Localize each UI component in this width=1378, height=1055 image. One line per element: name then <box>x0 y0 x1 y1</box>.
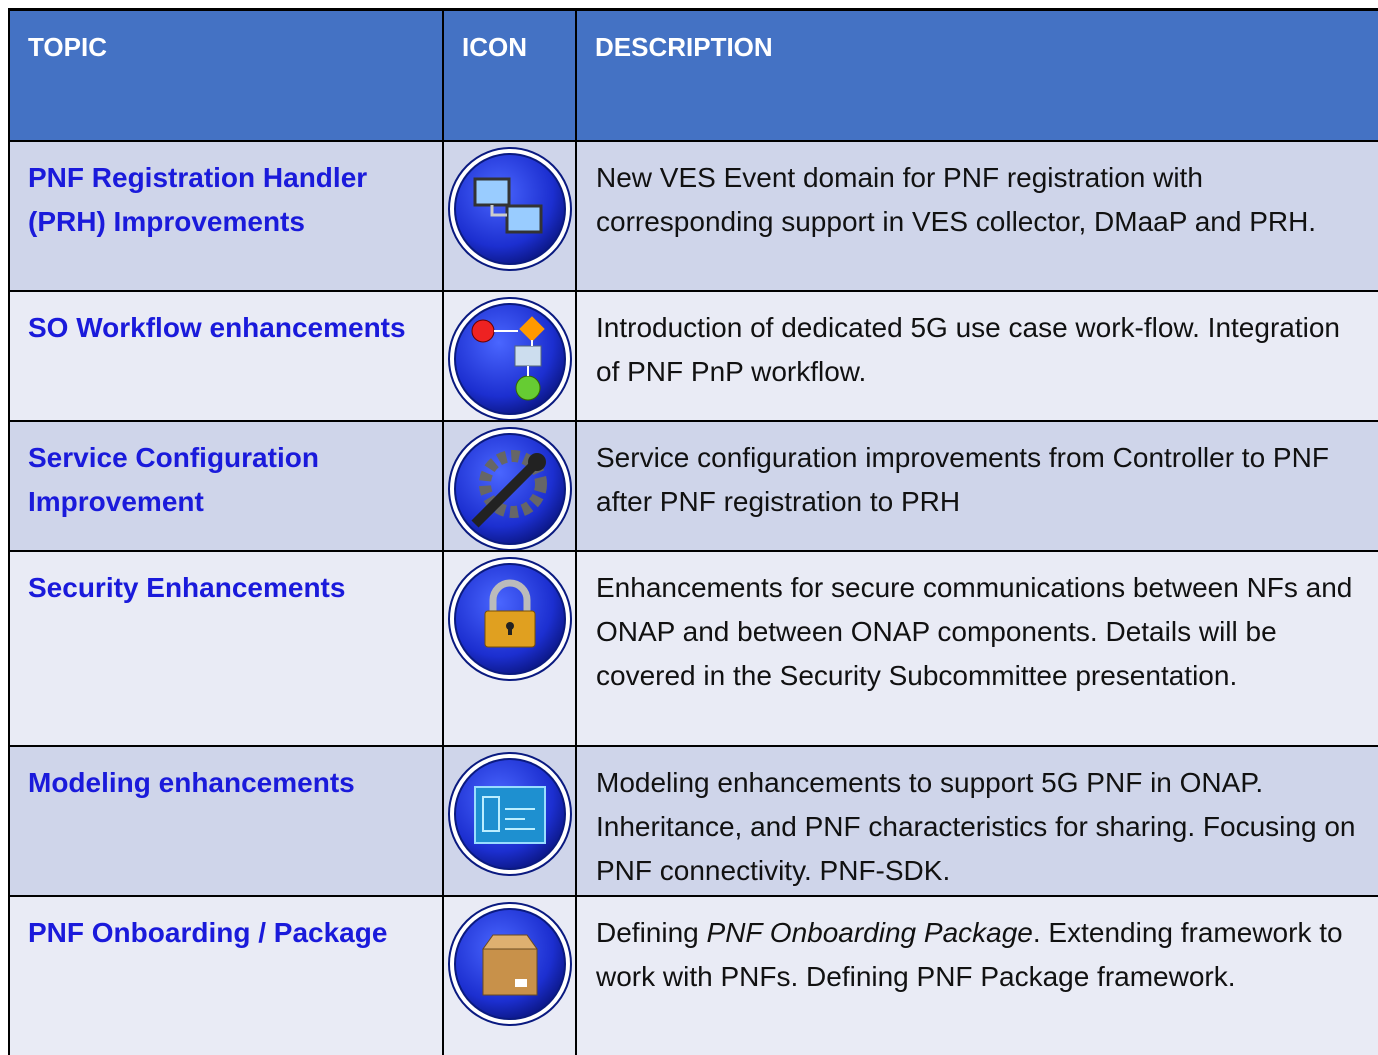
icon <box>445 749 575 879</box>
description-text: Defining <box>596 917 707 948</box>
header-cell: DESCRIPTION <box>575 8 1378 140</box>
header-cell: TOPIC <box>8 8 442 140</box>
topic: PNF Registration Handler (PRH) Improveme… <box>8 140 442 290</box>
description: Introduction of dedicated 5G use case wo… <box>575 290 1378 420</box>
icon <box>445 294 575 424</box>
topic: PNF Onboarding / Package <box>8 895 442 1055</box>
icon-cell <box>442 895 575 1055</box>
icon-cell <box>442 745 575 895</box>
description: Service configuration improvements from … <box>575 420 1378 550</box>
icon-cell <box>442 290 575 420</box>
topic: SO Workflow enhancements <box>8 290 442 420</box>
topic: Modeling enhancements <box>8 745 442 895</box>
description-emphasis: PNF Onboarding Package <box>706 917 1033 948</box>
icon-cell <box>442 420 575 550</box>
description: Enhancements for secure communications b… <box>575 550 1378 745</box>
description-text: . Extending framework to work with PNFs.… <box>596 917 1343 992</box>
description: Modeling enhancements to support 5G PNF … <box>575 745 1378 895</box>
icon <box>445 899 575 1029</box>
icon <box>445 144 575 274</box>
topic: Service Configuration Improvement <box>8 420 442 550</box>
topic: Security Enhancements <box>8 550 442 745</box>
icon-cell <box>442 550 575 745</box>
icon <box>445 554 575 684</box>
description: Defining PNF Onboarding Package. Extendi… <box>575 895 1378 1055</box>
description: New VES Event domain for PNF registratio… <box>575 140 1378 290</box>
header-cell: ICON <box>442 8 575 140</box>
table: TOPIC ICON DESCRIPTION PNF Registration … <box>8 8 1378 1055</box>
icon-cell <box>442 140 575 290</box>
icon <box>445 424 575 554</box>
